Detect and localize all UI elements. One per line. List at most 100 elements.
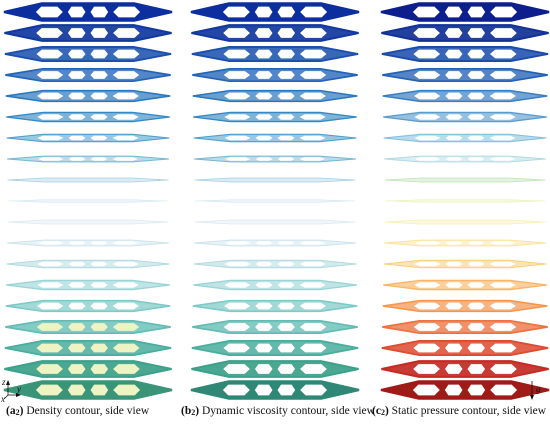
plate-cell	[68, 323, 86, 331]
plate-cell	[300, 364, 327, 374]
z-axis-label: z	[1, 377, 6, 387]
plate-cell	[277, 157, 295, 161]
plate-cell	[254, 6, 273, 18]
plate-layer	[4, 340, 172, 356]
plate-cell	[68, 282, 86, 288]
plate-layer	[190, 380, 360, 400]
plate-cell	[90, 343, 108, 353]
plate-cell	[255, 49, 273, 59]
plate-cell	[467, 28, 486, 38]
plate-layer	[381, 360, 549, 378]
plate-outline	[6, 259, 170, 269]
plate-cell	[489, 114, 516, 120]
plate-layer	[384, 199, 546, 203]
plate-outline	[194, 155, 356, 163]
plate-layer	[194, 239, 356, 247]
plate-cell	[224, 135, 251, 141]
plate-cell	[254, 384, 273, 396]
plate-layer	[191, 340, 359, 356]
plate-cell	[37, 302, 64, 310]
plate-layer	[6, 279, 170, 291]
plate-outline	[384, 239, 546, 247]
plate-layer	[192, 89, 358, 103]
plate-cell	[413, 343, 441, 353]
plate-cell	[68, 261, 86, 267]
plate-cell	[277, 49, 295, 59]
plate-layer	[191, 360, 359, 378]
plate-cell	[37, 114, 64, 120]
plate-cell	[414, 302, 441, 310]
plate-cell	[445, 114, 463, 120]
plate-cell	[36, 364, 63, 374]
plate-outline	[193, 111, 357, 123]
plate-cell	[277, 384, 296, 396]
plate-cell	[277, 364, 296, 374]
plate-cell	[490, 6, 518, 18]
plate-outline	[4, 360, 172, 378]
plate-layer	[381, 24, 549, 42]
plate-cell	[277, 6, 296, 18]
plate-cell	[255, 241, 273, 245]
plate-cell	[90, 323, 108, 331]
plate-cell	[277, 323, 295, 331]
plate-cell	[445, 135, 463, 141]
plate-cell	[90, 241, 108, 245]
plate-outline	[380, 2, 550, 22]
plate-cell	[224, 261, 251, 267]
plate-cell	[255, 282, 273, 288]
plate-cell	[224, 282, 251, 288]
plate-cell	[255, 92, 273, 100]
plate-cell	[299, 282, 326, 288]
plate-layer	[7, 177, 169, 183]
plate-cell	[36, 28, 63, 38]
plate-outline	[7, 219, 169, 225]
plate-outline	[192, 67, 358, 83]
x-axis-label: x	[0, 394, 5, 404]
plate-layer	[383, 133, 547, 143]
plate-cell	[112, 135, 139, 141]
plate-outline	[383, 111, 547, 123]
plate-cell	[412, 6, 440, 18]
plate-outline	[191, 340, 359, 356]
plate-cell	[90, 92, 108, 100]
plate-cell	[445, 343, 463, 353]
plate-cell	[299, 71, 327, 79]
plate-cell	[467, 157, 485, 161]
plate-outline	[194, 219, 356, 225]
caption-tag: (a	[6, 405, 16, 417]
plate-cell	[445, 157, 463, 161]
plate-outline	[7, 239, 169, 247]
plate-layer	[194, 155, 356, 163]
plate-cell	[36, 49, 64, 59]
plate-outline	[190, 2, 360, 22]
y-axis-label: y	[16, 384, 21, 394]
plate-cell	[414, 92, 441, 100]
plate-outline	[192, 299, 358, 313]
plate-layer	[191, 24, 359, 42]
plate-cell	[445, 49, 463, 59]
plate-outline	[190, 380, 360, 400]
plate-cell	[300, 28, 327, 38]
plate-cell	[37, 92, 64, 100]
plate-cell	[489, 241, 516, 245]
plate-cell	[90, 157, 108, 161]
plate-cell	[414, 157, 441, 161]
plate-layer	[380, 380, 550, 400]
plate-cell	[68, 135, 86, 141]
plate-cell	[489, 343, 517, 353]
plate-cell	[68, 92, 86, 100]
plate-outline	[382, 299, 548, 313]
plate-layer	[382, 319, 548, 335]
plate-outline	[6, 279, 170, 291]
plate-cell	[413, 49, 441, 59]
plate-outline	[4, 46, 172, 62]
plate-cell	[445, 71, 463, 79]
plate-layer	[7, 219, 169, 225]
plate-cell	[444, 28, 463, 38]
plate-layer	[382, 299, 548, 313]
plate-cell	[223, 343, 251, 353]
plate-cell	[255, 135, 273, 141]
plate-cell	[90, 71, 108, 79]
plate-cell	[467, 261, 485, 267]
plate-cell	[37, 157, 64, 161]
